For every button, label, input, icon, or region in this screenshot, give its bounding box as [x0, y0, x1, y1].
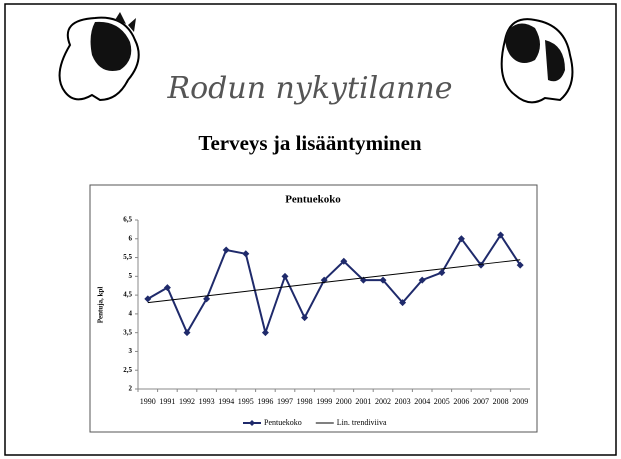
x-tick-label: 2001: [355, 397, 371, 406]
point: [340, 257, 348, 265]
x-tick-label: 2003: [395, 397, 411, 406]
chart-frame: [89, 184, 538, 433]
point: [438, 269, 446, 277]
point: [163, 284, 171, 292]
y-tick-label: 4,5: [123, 291, 132, 299]
point: [399, 299, 407, 307]
x-tick-label: 1992: [179, 397, 195, 406]
point: [242, 250, 250, 258]
y-axis-label: Pentuja, kpl: [97, 287, 105, 324]
point: [281, 272, 289, 280]
x-tick-label: 2008: [493, 397, 509, 406]
x-tick-label: 1995: [238, 397, 254, 406]
x-tick-label: 1990: [140, 397, 156, 406]
point: [222, 246, 230, 254]
y-tick-label: 5: [129, 272, 133, 280]
series-line: [147, 233, 522, 337]
x-tick-label: 1997: [277, 397, 293, 406]
x-tick-label: 2000: [336, 397, 352, 406]
x-tick-label: 1996: [257, 397, 273, 406]
point: [516, 261, 524, 269]
y-tick-label: 5,5: [123, 253, 132, 261]
point: [457, 235, 465, 243]
point: [203, 295, 211, 303]
x-tick-label: 1993: [199, 397, 215, 406]
x-tick-label: 1998: [297, 397, 313, 406]
x-tick-label: 2009: [512, 397, 528, 406]
y-tick-label: 3,5: [123, 328, 132, 336]
x-tick-label: 2002: [375, 397, 391, 406]
point: [144, 295, 152, 303]
x-tick-label: 2007: [473, 397, 489, 406]
legend-label: Lin. trendiviiva: [337, 418, 387, 427]
point: [261, 329, 269, 337]
series-line: [147, 259, 521, 304]
x-tick-label: 1999: [316, 397, 332, 406]
y-tick-label: 4: [129, 309, 133, 317]
dog-right: [500, 18, 574, 104]
slide-subtitle: Terveys ja lisääntyminen: [198, 131, 422, 155]
point: [497, 231, 505, 239]
dog-left: [58, 12, 140, 102]
legend-marker: [249, 420, 255, 426]
y-tick-label: 6: [129, 234, 133, 242]
chart-title: Pentuekoko: [285, 194, 341, 206]
x-tick-label: 2006: [453, 397, 469, 406]
y-tick-label: 2: [129, 385, 133, 393]
legend-label: Pentuekoko: [264, 418, 302, 427]
point: [301, 314, 309, 322]
point: [379, 276, 387, 284]
x-tick-label: 2005: [434, 397, 450, 406]
point: [183, 329, 191, 337]
point: [418, 276, 426, 284]
x-tick-label: 1994: [218, 397, 234, 406]
y-tick-label: 3: [129, 347, 133, 355]
point: [477, 261, 485, 269]
y-tick-label: 2,5: [123, 366, 132, 374]
y-tick-label: 6,5: [123, 216, 132, 224]
x-tick-label: 2004: [414, 397, 430, 406]
x-tick-label: 1991: [159, 397, 175, 406]
slide-title: Rodun nykytilanne: [167, 71, 453, 106]
